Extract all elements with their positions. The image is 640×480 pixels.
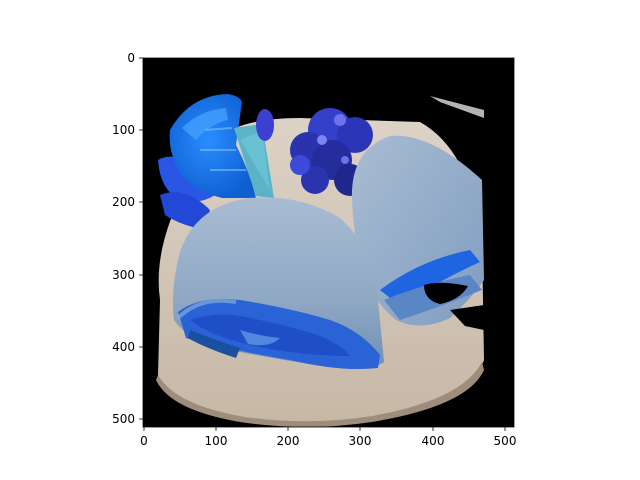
x-tick-label: 100	[205, 434, 228, 448]
x-tick-label: 400	[422, 434, 445, 448]
y-tick-label: 300	[112, 268, 135, 282]
photo-image	[143, 58, 514, 427]
x-tick-label: 200	[277, 434, 300, 448]
y-tick-label: 0	[127, 51, 135, 65]
x-tick-label: 500	[494, 434, 517, 448]
y-axis: 0 100 200 300 400 500	[112, 51, 143, 426]
x-tick-label: 0	[140, 434, 148, 448]
axes-frame	[142, 57, 515, 428]
leaf	[160, 192, 210, 230]
y-tick-label: 500	[112, 412, 135, 426]
flowers	[290, 108, 373, 196]
wrap-left	[172, 197, 384, 370]
orange-wedge	[169, 94, 256, 198]
y-tick-label: 100	[112, 123, 135, 137]
plate-rim	[156, 362, 484, 427]
x-axis: 0 100 200 300 400 500	[140, 427, 516, 448]
y-tick-label: 200	[112, 195, 135, 209]
y-tick-label: 400	[112, 340, 135, 354]
bud	[256, 109, 274, 141]
x-tick-label: 300	[349, 434, 372, 448]
wrap-right	[351, 135, 484, 330]
